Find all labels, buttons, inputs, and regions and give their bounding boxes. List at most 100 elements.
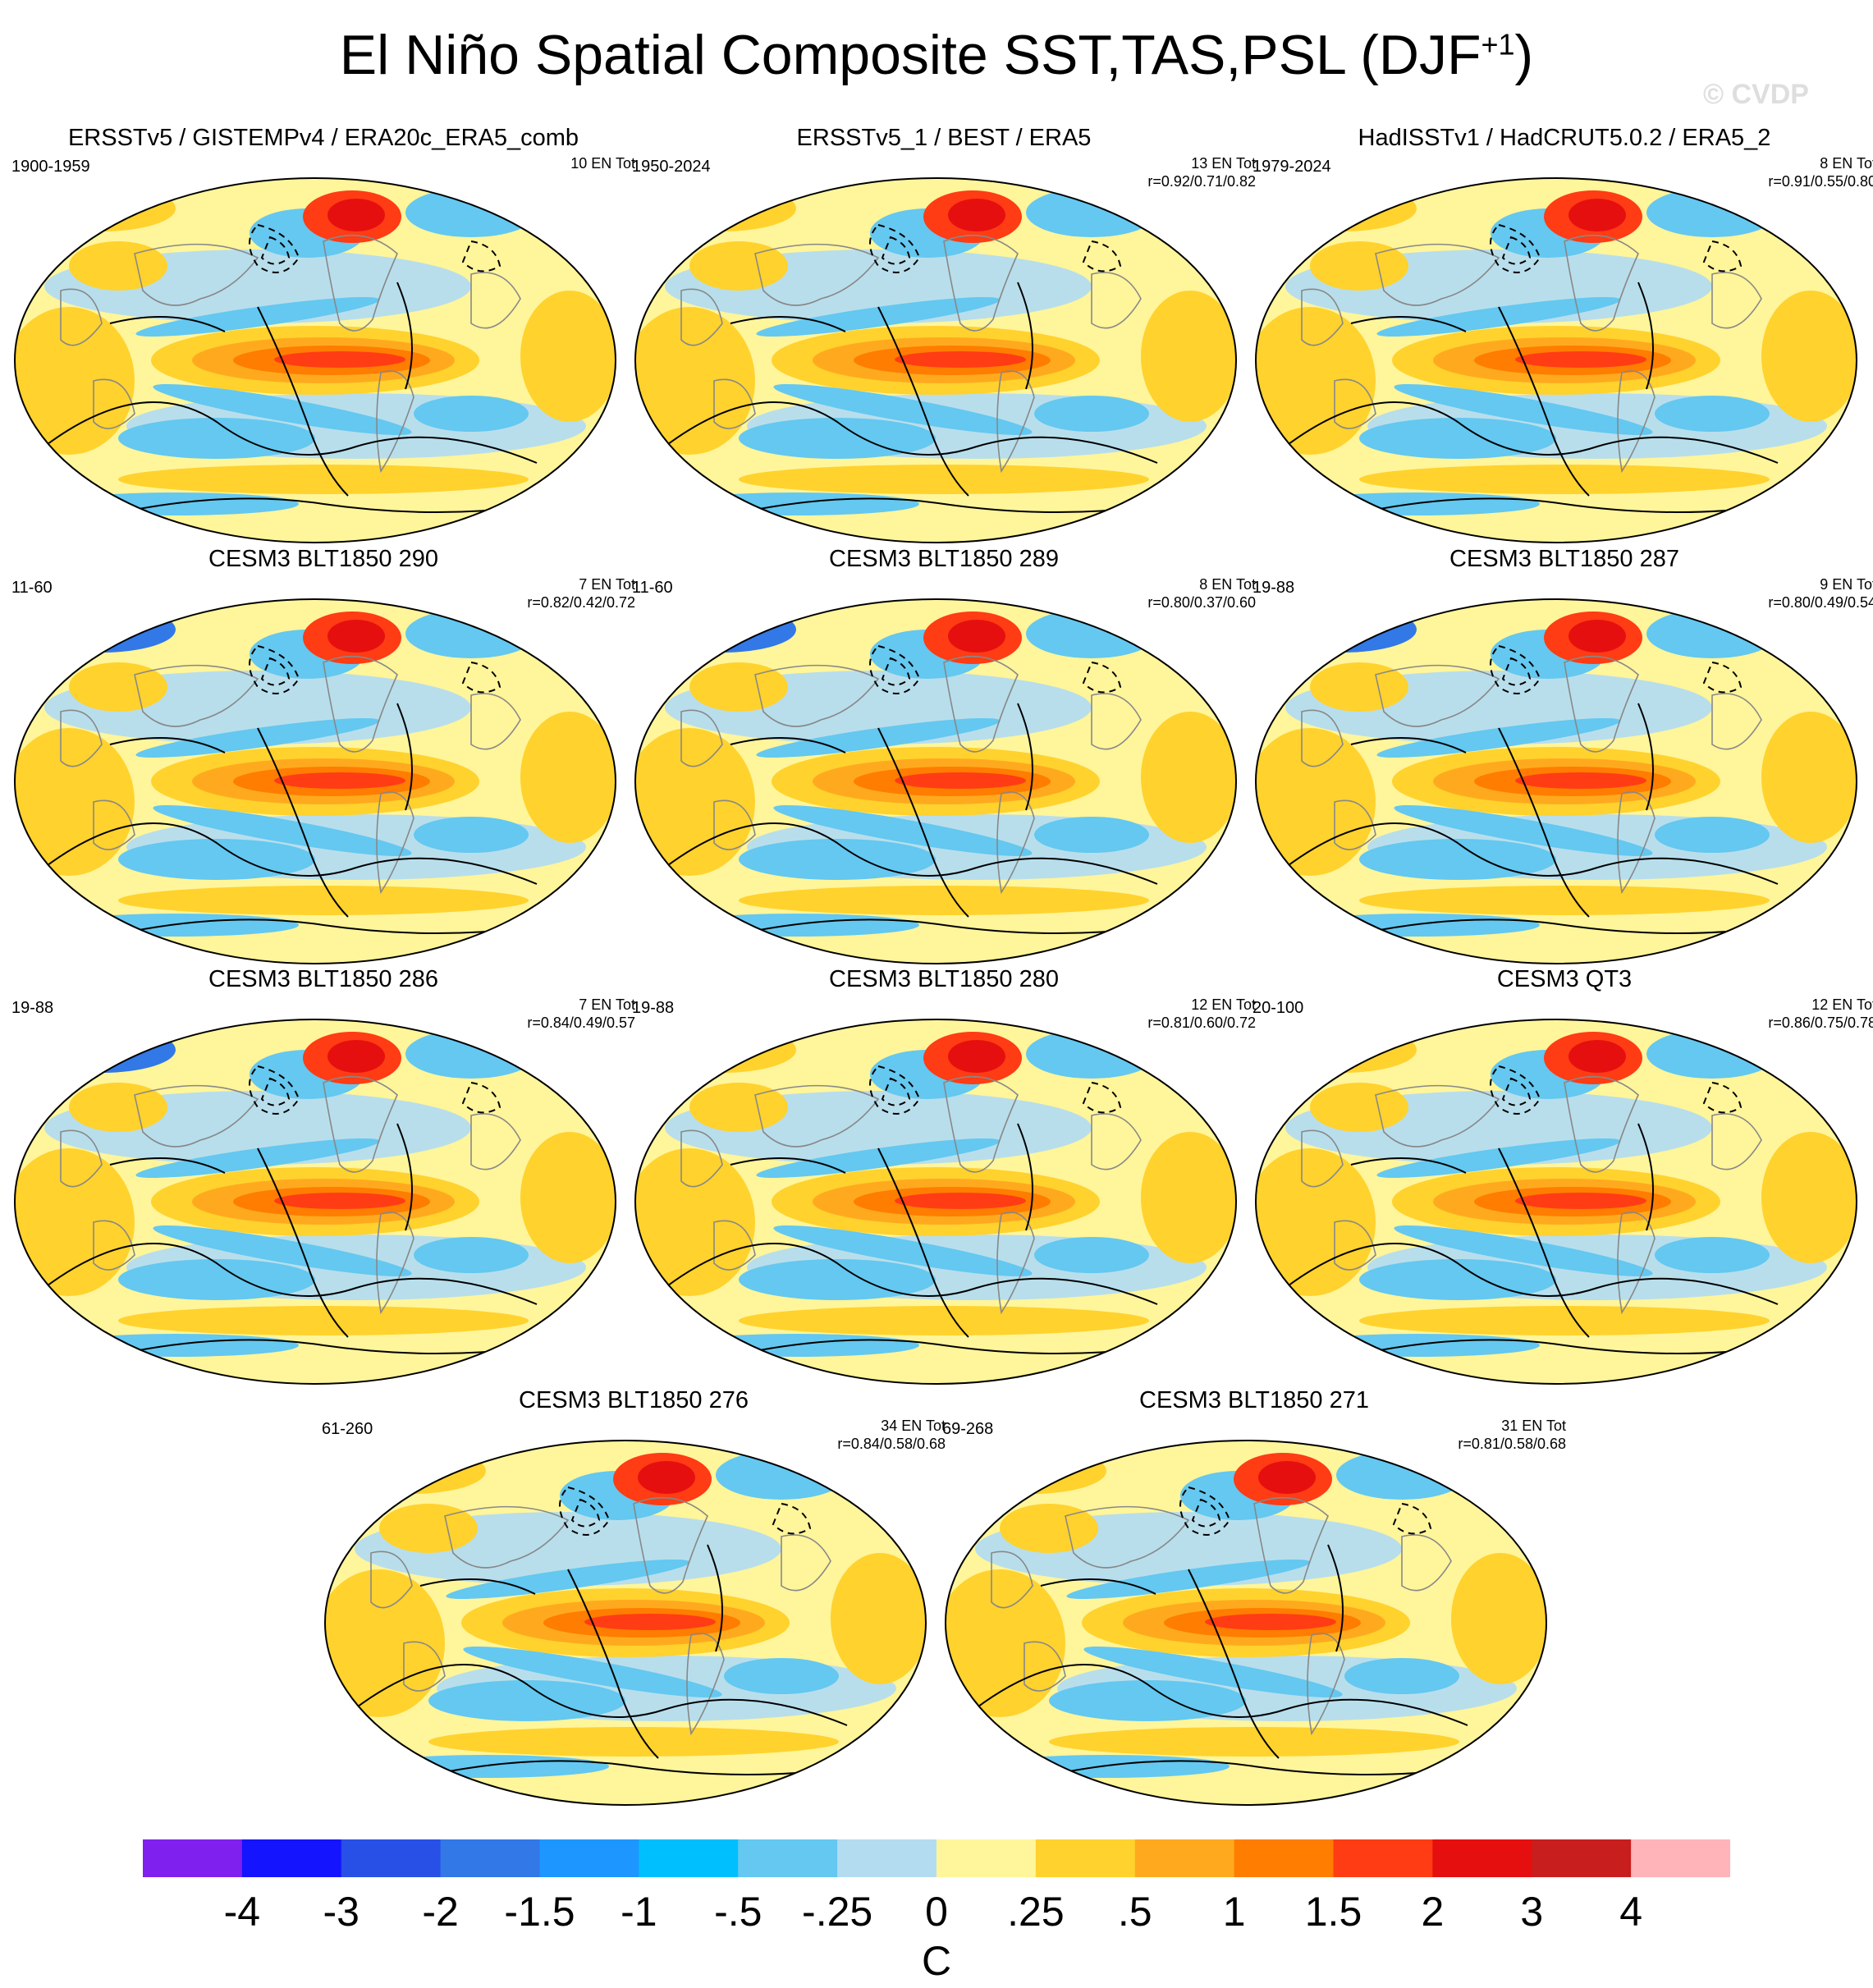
psl-contour-negative	[260, 236, 291, 265]
anomaly-patch	[1034, 396, 1149, 432]
panel-en-count: 12 EN Tot r=0.81/0.60/0.72	[1147, 996, 1256, 1032]
psl-contour-positive	[664, 1243, 1158, 1305]
composite-map	[634, 177, 1237, 543]
panel-pattern-correlation: r=0.86/0.75/0.78	[1768, 1015, 1873, 1031]
anomaly-patch	[1000, 1504, 1098, 1553]
panel-en-total: 7 EN Tot	[579, 576, 635, 593]
panel-title: CESM3 BLT1850 276	[519, 1387, 749, 1413]
anomaly-patch	[1310, 662, 1408, 712]
anomaly-patch	[1269, 1027, 1417, 1073]
panel-en-total: 8 EN Tot	[1199, 576, 1256, 593]
continent-outline	[323, 1075, 398, 1173]
continent-outline	[403, 1641, 446, 1692]
panel-pattern-correlation: r=0.81/0.60/0.72	[1147, 1015, 1256, 1031]
anomaly-patch	[327, 620, 385, 653]
colorbar	[143, 1839, 1730, 1877]
panel-pattern-correlation: r=0.81/0.58/0.68	[1458, 1436, 1566, 1452]
continent-outline	[754, 664, 880, 727]
anomaly-patch	[1394, 804, 1653, 857]
psl-contour-negative	[260, 657, 291, 686]
continent-outline	[376, 370, 414, 474]
continent-outline	[1711, 1113, 1762, 1170]
anomaly-patch	[648, 1027, 796, 1073]
anomaly-patch	[1310, 1083, 1408, 1132]
psl-contour-negative	[461, 661, 501, 694]
continent-outline	[943, 234, 1019, 332]
panel-pattern-correlation: r=0.80/0.49/0.54	[1768, 594, 1873, 611]
anomaly-patch	[1026, 609, 1157, 658]
psl-contour-positive	[664, 822, 1158, 885]
psl-contour-positive	[1285, 822, 1779, 885]
anomaly-patch	[28, 607, 176, 653]
anomaly-patch	[831, 1553, 926, 1684]
anomaly-patch	[28, 186, 176, 231]
colorbar-segment	[1432, 1839, 1532, 1877]
map-border	[14, 177, 616, 543]
anomaly-patch	[327, 199, 385, 231]
psl-contour-positive	[664, 401, 1158, 464]
composite-map	[14, 1019, 616, 1385]
anomaly-patch	[756, 717, 1001, 758]
continent-outline	[1617, 1212, 1655, 1315]
psl-contour-negative	[249, 644, 300, 694]
psl-contour-negative	[1191, 1498, 1221, 1528]
anomaly-patch	[1515, 351, 1646, 368]
anomaly-patch	[648, 607, 796, 653]
continent-outline	[1617, 791, 1655, 895]
psl-contour-positive	[1017, 703, 1033, 811]
panel-period: 1900-1959	[11, 158, 90, 176]
continent-outline	[1401, 1534, 1452, 1592]
panel-title: CESM3 BLT1850 286	[208, 966, 438, 992]
map-panel: CESM3 BLT1850 276 61-260 34 EN Tot r=0.84/0…	[322, 1387, 946, 1806]
anomaly-patch	[1376, 717, 1621, 758]
panel-en-count: 7 EN Tot r=0.84/0.49/0.57	[527, 996, 635, 1032]
composite-map	[634, 1019, 1237, 1385]
psl-contour-negative	[881, 657, 911, 686]
panel-en-total: 13 EN Tot	[1191, 155, 1256, 172]
anomaly-patch	[948, 1040, 1005, 1073]
continent-outline	[943, 1075, 1019, 1173]
continent-outline	[376, 791, 414, 895]
psl-contour-negative	[1490, 1065, 1541, 1115]
psl-contour-positive	[1327, 1544, 1344, 1652]
anomaly-patch	[28, 1027, 176, 1073]
anomaly-patch	[405, 1029, 537, 1079]
continent-outline	[680, 288, 723, 346]
psl-contour-negative	[869, 1065, 921, 1115]
anomaly-patch	[414, 1237, 529, 1273]
continent-outline	[1564, 1075, 1639, 1173]
map-border	[634, 177, 1237, 543]
anomaly-patch	[15, 1148, 135, 1296]
panel-title: CESM3 BLT1850 287	[1449, 546, 1679, 572]
psl-contour-positive	[44, 822, 538, 885]
colorbar-tick-label: -3	[323, 1889, 359, 1935]
continent-outline	[134, 243, 259, 306]
anomaly-patch	[15, 728, 135, 876]
continent-outline	[1065, 1505, 1190, 1569]
colorbar-segment	[1333, 1839, 1433, 1877]
anomaly-patch	[1258, 1461, 1316, 1494]
colorbar-tick-label: 0	[925, 1889, 948, 1935]
cvdp-watermark: © CVDP	[1703, 79, 1809, 110]
psl-contour-negative	[1392, 1502, 1432, 1535]
anomaly-patch	[638, 1461, 695, 1494]
anomaly-patch	[1310, 241, 1408, 291]
panel-title: ERSSTv5_1 / BEST / ERA5	[796, 125, 1092, 151]
continent-outline	[781, 1534, 831, 1592]
panel-pattern-correlation: r=0.92/0.71/0.82	[1147, 173, 1256, 190]
map-panel: CESM3 BLT1850 290 11-60 7 EN Tot r=0.82/0.4…	[11, 546, 635, 964]
anomaly-patch	[520, 712, 616, 843]
anomaly-patch	[1568, 620, 1626, 653]
anomaly-patch	[1034, 817, 1149, 853]
panel-en-count: 7 EN Tot r=0.82/0.42/0.72	[527, 575, 635, 612]
continent-outline	[1307, 1633, 1345, 1736]
anomaly-patch	[756, 296, 1001, 337]
anomaly-patch	[1568, 199, 1626, 231]
psl-contour-positive	[1326, 1339, 1787, 1363]
composite-map	[14, 598, 616, 964]
psl-contour-negative	[570, 1498, 601, 1528]
anomaly-patch	[274, 351, 405, 368]
continent-outline	[686, 1633, 725, 1736]
panel-period: 11-60	[632, 579, 673, 597]
continent-outline	[470, 693, 521, 750]
